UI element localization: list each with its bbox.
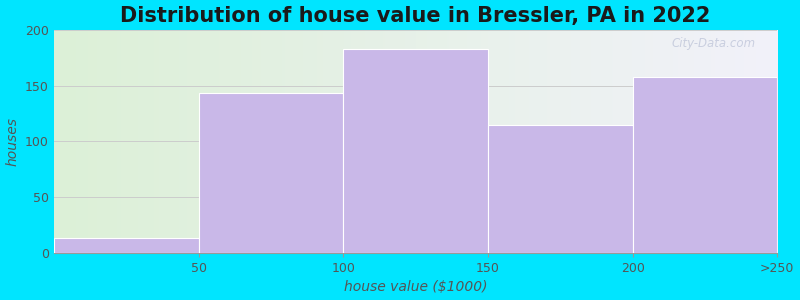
Bar: [633, 77, 778, 253]
Bar: [54, 238, 198, 253]
Title: Distribution of house value in Bressler, PA in 2022: Distribution of house value in Bressler,…: [120, 6, 710, 26]
X-axis label: house value ($1000): house value ($1000): [344, 280, 487, 294]
Y-axis label: houses: houses: [6, 117, 19, 166]
Bar: [343, 49, 488, 253]
Text: City-Data.com: City-Data.com: [671, 37, 755, 50]
Bar: [488, 125, 633, 253]
Bar: [198, 93, 343, 253]
